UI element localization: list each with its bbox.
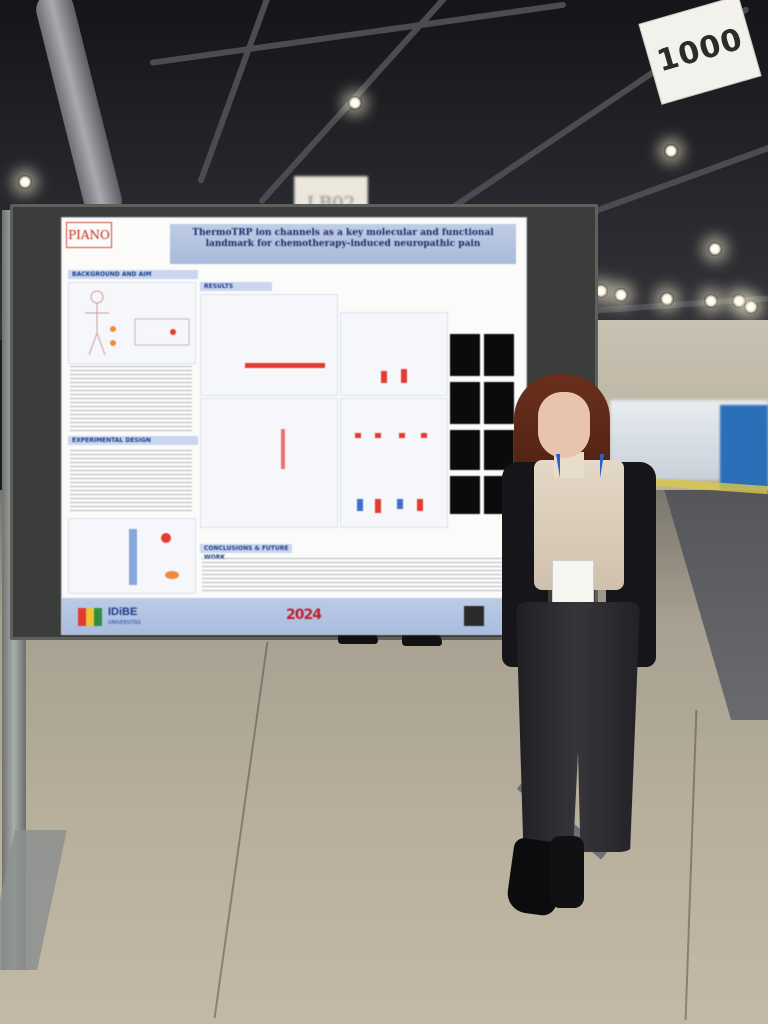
red-bar <box>401 369 407 383</box>
ceiling-light <box>732 294 746 308</box>
floor-crack <box>213 641 269 1019</box>
face <box>538 392 590 458</box>
red-mark <box>399 433 405 438</box>
institution-logo-icon <box>78 608 102 626</box>
poster-title: ThermoTRP ion channels as a key molecula… <box>192 228 494 249</box>
name-badge <box>552 560 594 608</box>
presenter <box>494 370 664 950</box>
ceiling-beam <box>149 1 567 66</box>
scientific-poster: PIANO ThermoTRP ion channels as a key mo… <box>62 218 526 634</box>
shoe <box>402 632 442 646</box>
air-duct <box>32 0 126 222</box>
blue-mark <box>357 499 363 511</box>
poster-footer: IDiBE UNIVERSITAS 2024 <box>62 598 526 634</box>
orange-dot <box>165 571 179 579</box>
ceiling-light <box>708 242 722 256</box>
institution-name: IDiBE <box>108 606 138 618</box>
qr-code-icon <box>464 606 484 626</box>
ceiling-light <box>18 175 32 189</box>
ceiling-beam <box>197 0 306 185</box>
section-header-background: BACKGROUND AND AIM <box>68 270 198 279</box>
red-mark <box>355 433 361 438</box>
poster-title-banner: ThermoTRP ion channels as a key molecula… <box>170 224 516 264</box>
red-bar <box>281 429 285 469</box>
red-mark <box>375 499 381 513</box>
microscopy-image <box>450 430 480 470</box>
results-figure-b <box>340 312 448 396</box>
results-figure-c <box>200 398 338 528</box>
poster-logo: PIANO <box>66 222 112 248</box>
text-block <box>70 366 192 432</box>
boot <box>550 836 584 908</box>
text-block <box>202 558 518 592</box>
floor-crack <box>684 710 698 1020</box>
results-figure-d <box>340 398 448 528</box>
microscopy-image <box>450 476 480 514</box>
exhibit-banner <box>720 405 768 490</box>
trousers <box>516 602 640 852</box>
ceiling-light <box>664 144 678 158</box>
microscopy-image <box>450 334 480 376</box>
experimental-design-figure <box>68 518 196 594</box>
red-mark <box>421 433 427 438</box>
microscopy-image <box>484 334 514 376</box>
red-bar <box>381 371 387 383</box>
blue-mark <box>397 499 403 509</box>
section-header-conclusions: CONCLUSIONS & FUTURE WORK <box>200 544 292 561</box>
text-block <box>70 450 192 514</box>
section-header-design: EXPERIMENTAL DESIGN <box>68 436 198 445</box>
ceiling-light <box>348 96 362 110</box>
microscopy-image <box>450 382 480 424</box>
event-logo: 2024 <box>286 607 322 623</box>
tube-graphic <box>129 529 137 585</box>
ceiling-light <box>660 292 674 306</box>
results-figure-a <box>200 294 338 396</box>
ceiling-light <box>744 300 758 314</box>
red-dot <box>161 533 171 543</box>
ceiling-light <box>614 288 628 302</box>
body-diagram <box>68 282 196 364</box>
ceiling-light <box>704 294 718 308</box>
microscopy-image <box>484 382 514 424</box>
section-header-results: RESULTS <box>200 282 272 291</box>
body-outline-icon <box>85 290 190 356</box>
red-mark <box>375 433 381 438</box>
trace-bar <box>245 363 325 368</box>
institution-subtitle: UNIVERSITAS <box>108 620 141 626</box>
red-mark <box>417 499 423 511</box>
